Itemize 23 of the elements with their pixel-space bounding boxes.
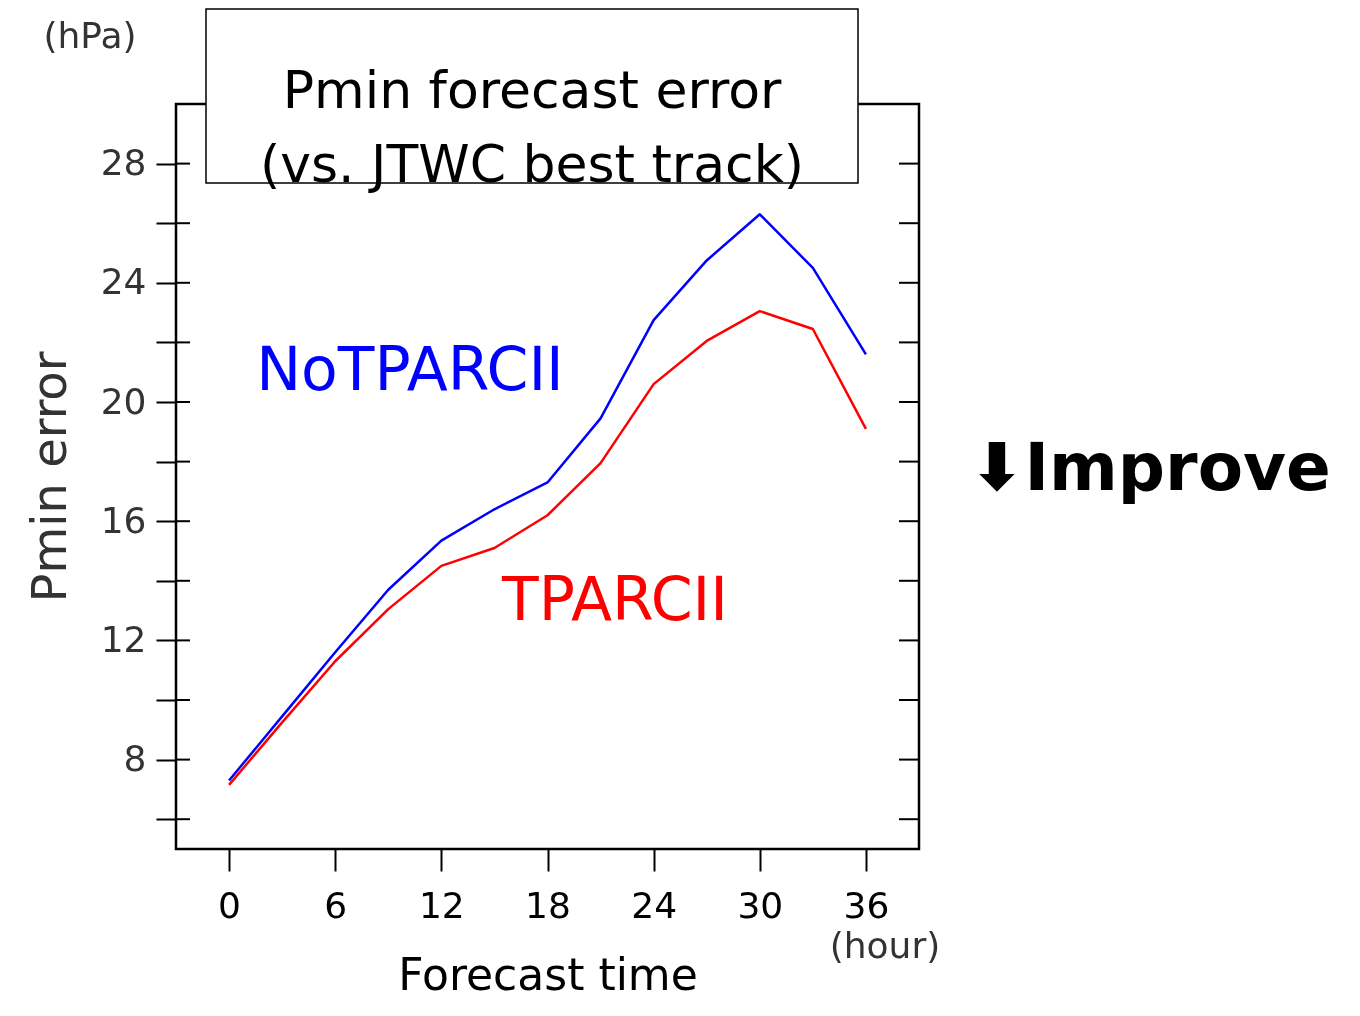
y-tick-label: 12 bbox=[100, 618, 147, 660]
y-tick-label: 24 bbox=[100, 261, 147, 303]
x-tick-label: 36 bbox=[843, 884, 890, 926]
x-tick-label: 30 bbox=[737, 884, 784, 926]
text: (hour) bbox=[829, 925, 941, 966]
x-tick-label: 18 bbox=[525, 884, 571, 926]
line-series bbox=[227, 309, 868, 787]
x-tick-label: 0 bbox=[218, 884, 242, 926]
y-tick-label: 28 bbox=[100, 142, 147, 184]
chart-title: Pmin forecast error (vs. JTWC best track) bbox=[259, 60, 805, 194]
x-tick-label: 24 bbox=[631, 884, 678, 926]
x-axis-title: Forecast time bbox=[398, 948, 698, 1000]
x-tick-label: 6 bbox=[324, 884, 348, 926]
series-label: NoTPARCII bbox=[256, 334, 564, 404]
y-axis-title: Pmin error bbox=[20, 351, 77, 603]
series-label: TPARCII bbox=[500, 564, 729, 634]
text: (hPa) bbox=[43, 15, 137, 56]
line-series bbox=[227, 213, 868, 782]
text: ⬇Improve bbox=[969, 429, 1331, 506]
x-tick-label: 12 bbox=[418, 884, 465, 926]
y-tick-label: 20 bbox=[100, 380, 147, 422]
y-tick-label: 8 bbox=[123, 738, 147, 780]
y-tick-label: 16 bbox=[100, 499, 147, 541]
